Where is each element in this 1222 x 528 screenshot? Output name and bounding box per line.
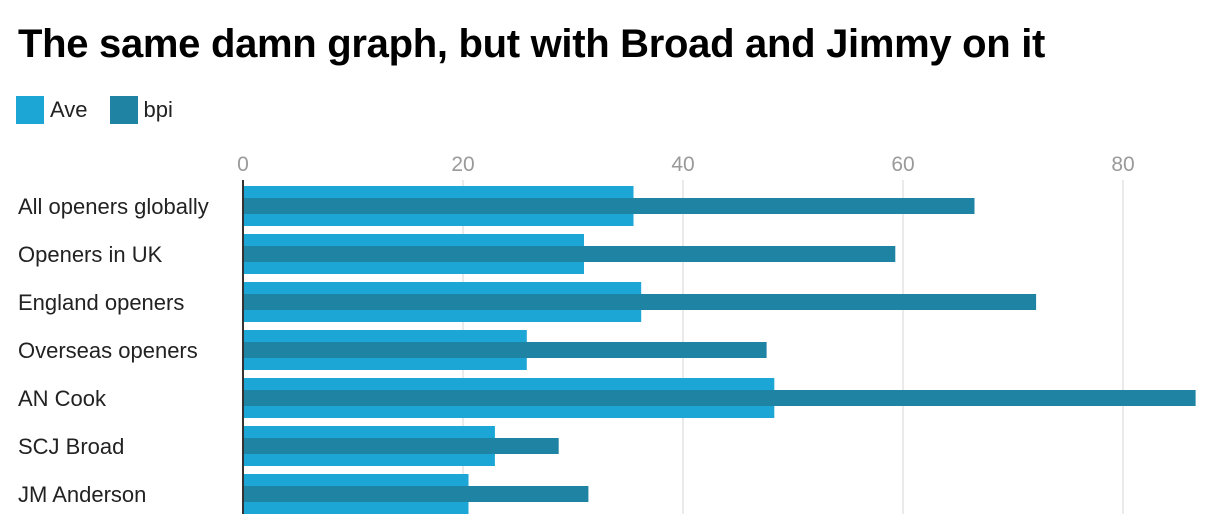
bar-bpi [243, 246, 896, 262]
legend-swatch-ave [16, 96, 44, 124]
bar-bpi [243, 198, 975, 214]
x-tick-label: 20 [451, 153, 474, 176]
x-tick-label: 60 [891, 153, 914, 176]
legend-label-ave: Ave [50, 97, 88, 122]
bar-bpi [243, 294, 1037, 310]
x-tick-label: 40 [671, 153, 694, 176]
category-label: AN Cook [18, 386, 107, 411]
bar-bpi [243, 486, 589, 502]
category-label: All openers globally [18, 194, 209, 219]
category-label: England openers [18, 290, 184, 315]
category-label: Openers in UK [18, 242, 163, 267]
bar-bpi [243, 342, 767, 358]
legend-label-bpi: bpi [143, 97, 173, 122]
category-label: JM Anderson [18, 482, 146, 507]
legend-swatch-bpi [109, 96, 138, 124]
category-label: Overseas openers [18, 338, 198, 363]
bar-bpi [243, 438, 559, 454]
bar-bpi [243, 390, 1196, 406]
category-label: SCJ Broad [18, 434, 124, 459]
chart-title: The same damn graph, but with Broad and … [18, 22, 1046, 66]
legend-item-bpi: bpi [109, 96, 173, 124]
x-tick-label: 80 [1111, 153, 1134, 176]
legend: Ave bpi [16, 94, 195, 126]
x-tick-label: 0 [237, 153, 249, 176]
legend-item-ave: Ave [16, 96, 88, 124]
